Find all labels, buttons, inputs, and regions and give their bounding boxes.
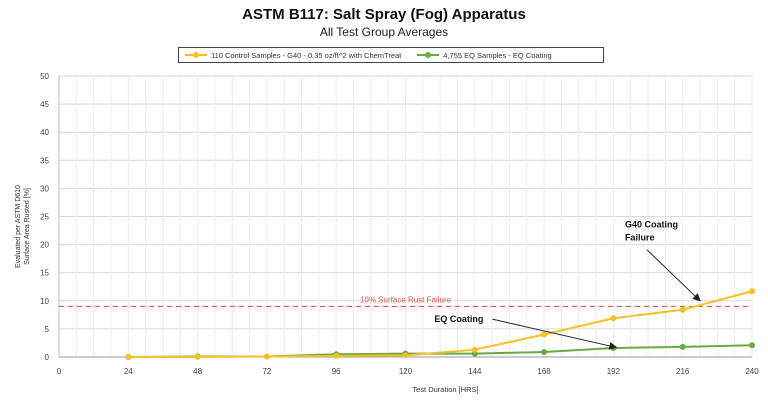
y-tick-label: 10	[40, 297, 49, 306]
data-point-1	[541, 348, 548, 355]
x-tick-label: 192	[607, 367, 621, 376]
x-tick-label: 48	[193, 367, 202, 376]
y-axis-label-line: Surface Area Rusted [%]	[24, 188, 31, 265]
series-line-0	[128, 290, 753, 358]
y-tick-label: 40	[40, 128, 49, 137]
data-point-1	[749, 342, 755, 349]
x-tick-label: 120	[399, 367, 413, 376]
data-point-0	[263, 353, 270, 360]
annotation-line: G40 Coating	[625, 220, 678, 230]
data-point-1	[679, 343, 686, 350]
data-point-0	[333, 352, 340, 359]
annotation-arrow	[646, 249, 701, 302]
y-tick-label: 45	[40, 100, 49, 109]
y-tick-label: 50	[40, 72, 49, 81]
y-tick-label: 20	[40, 241, 49, 250]
x-tick-label: 72	[262, 367, 271, 376]
x-axis-label: Test Duration [HRS]	[412, 385, 478, 394]
annotation-arrow	[492, 318, 618, 350]
data-point-0	[471, 346, 478, 353]
x-tick-label: 144	[468, 367, 482, 376]
legend-item-control: 110 Control Samples - G40 - 0.35 oz/ft^2…	[185, 51, 401, 60]
legend-item-eq: 4,755 EQ Samples - EQ Coating	[417, 50, 552, 60]
grid-layer	[58, 75, 753, 358]
y-axis-label: Evaluated per ASTM D610 Surface Area Rust…	[15, 185, 31, 268]
legend-swatch-eq	[417, 51, 440, 59]
legend-label-control: 110 Control Samples - G40 - 0.35 oz/ft^2…	[211, 50, 402, 60]
y-tick-label: 15	[40, 269, 49, 278]
y-tick-label: 0	[45, 353, 50, 362]
y-tick-label: 35	[40, 156, 49, 165]
annotation-text: G40 Coating Failure	[625, 220, 678, 243]
x-tick-label: 240	[745, 367, 759, 376]
legend-swatch-control	[185, 51, 207, 59]
chart-title: ASTM B117: Salt Spray (Fog) Apparatus	[242, 6, 526, 23]
chart-legend: 110 Control Samples - G40 - 0.35 oz/ft^2…	[178, 47, 604, 63]
y-tick-label: 30	[40, 184, 49, 193]
threshold-layer: 10% Surface Rust Failure	[59, 295, 752, 308]
threshold-label: 10% Surface Rust Failure	[360, 295, 452, 304]
data-point-0	[402, 352, 409, 359]
x-tick-label: 96	[332, 367, 341, 376]
data-point-0	[610, 315, 617, 322]
data-point-0	[749, 288, 755, 295]
y-tick-label: 25	[40, 213, 49, 222]
x-tick-label: 0	[57, 367, 62, 376]
annotation-text: EQ Coating	[434, 314, 483, 324]
x-tick-label: 216	[676, 367, 690, 376]
series-layer	[125, 288, 755, 360]
data-point-0	[679, 306, 686, 313]
x-tick-label: 168	[537, 367, 551, 376]
x-tick-label: 24	[124, 367, 133, 376]
data-point-0	[194, 354, 201, 360]
chart-subtitle: All Test Group Averages	[319, 25, 449, 39]
data-point-0	[541, 331, 548, 338]
y-axis-label-line: Evaluated per ASTM D610	[15, 185, 22, 268]
annotation-line: EQ Coating	[434, 314, 483, 324]
legend-label-eq: 4,755 EQ Samples - EQ Coating	[443, 50, 552, 60]
annotation-line: Failure	[625, 233, 655, 243]
y-tick-label: 5	[45, 325, 50, 334]
annotation-layer: G40 Coating Failure EQ Coating	[434, 220, 701, 350]
data-point-0	[125, 354, 132, 360]
